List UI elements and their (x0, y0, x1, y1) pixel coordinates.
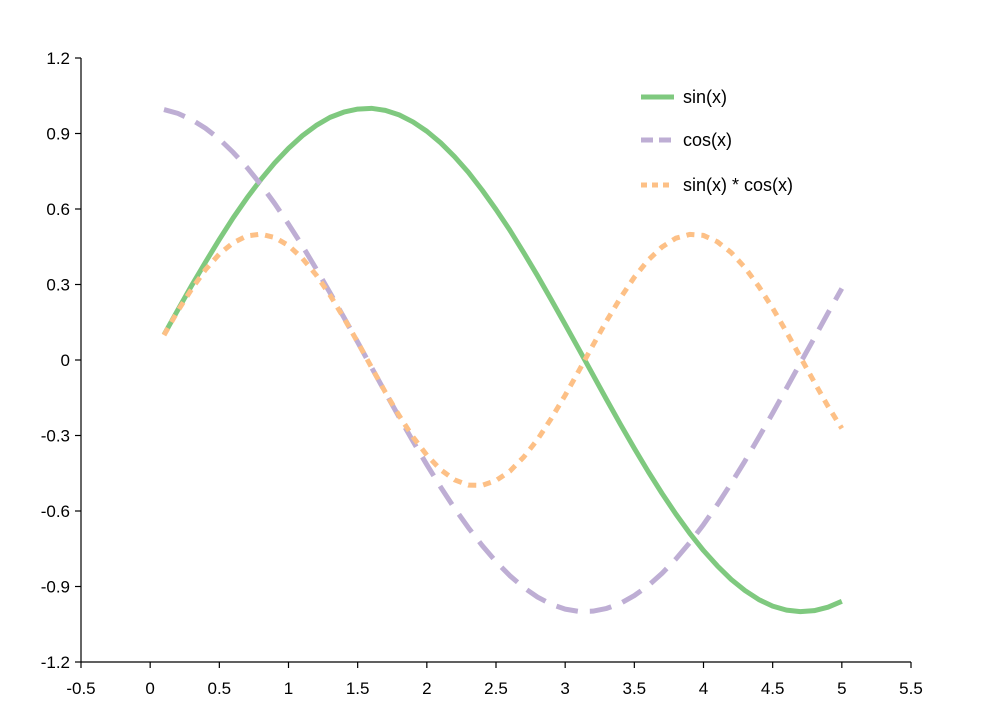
x-tick-label: 5.5 (899, 679, 923, 698)
x-tick-label: -0.5 (66, 679, 95, 698)
y-tick-label: -0.6 (41, 502, 70, 521)
x-tick-label: 4.5 (761, 679, 785, 698)
x-tick-label: 2.5 (484, 679, 508, 698)
y-tick-label: 0.9 (46, 125, 70, 144)
y-tick-label: 0.3 (46, 276, 70, 295)
axes: 1.2 0.9 0.6 0.3 0 -0.3 -0.6 -0.9 -1.2 -0.5 0 0.5 1 1… (41, 49, 923, 698)
legend-label-3: sin(x) * cos(x) (683, 175, 793, 195)
y-tick-label: -0.3 (41, 427, 70, 446)
x-tick-label: 4 (699, 679, 708, 698)
y-tick-label: -0.9 (41, 578, 70, 597)
x-tick-label: 3 (560, 679, 569, 698)
x-axis-ticks: -0.5 0 0.5 1 1.5 2 2.5 3 3.5 4 4.5 5 5.5 (66, 662, 923, 698)
series-line-3 (161, 231, 844, 488)
legend: sin(x) cos(x) sin(x) * cos(x) (641, 87, 793, 195)
plot-area (161, 105, 845, 615)
y-axis-ticks: 1.2 0.9 0.6 0.3 0 -0.3 -0.6 -0.9 -1.2 (41, 49, 81, 672)
series-line-2 (163, 107, 845, 614)
x-tick-label: 5 (837, 679, 846, 698)
x-tick-label: 1.5 (346, 679, 370, 698)
x-tick-label: 0.5 (208, 679, 232, 698)
y-tick-label: -1.2 (41, 653, 70, 672)
series-line-1 (161, 105, 843, 615)
y-tick-label: 0.6 (46, 200, 70, 219)
legend-label-2: cos(x) (683, 130, 732, 150)
x-tick-label: 0 (145, 679, 154, 698)
y-tick-label: 1.2 (46, 49, 70, 68)
x-tick-label: 1 (284, 679, 293, 698)
y-tick-label: 0 (61, 351, 70, 370)
x-tick-label: 3.5 (623, 679, 647, 698)
legend-label-1: sin(x) (683, 87, 727, 107)
x-tick-label: 2 (422, 679, 431, 698)
